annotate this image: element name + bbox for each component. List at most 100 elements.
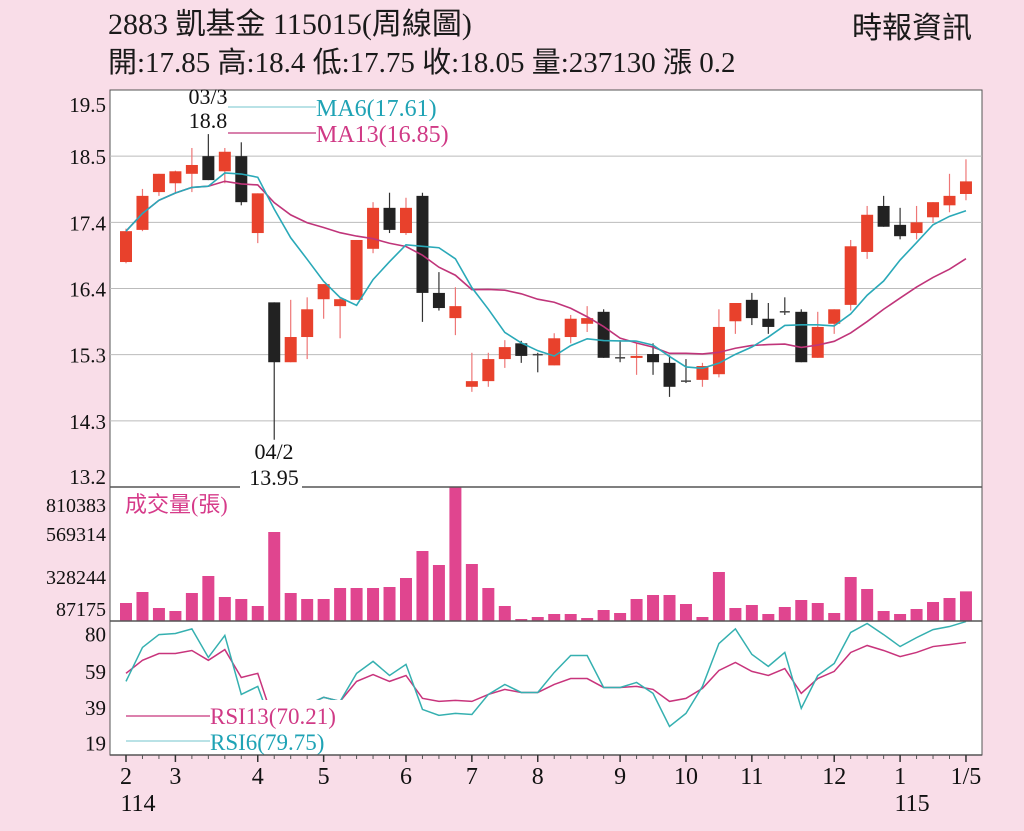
volume-bar — [185, 593, 198, 621]
rsi-tick-label: 39 — [85, 696, 106, 720]
volume-bar — [614, 613, 627, 621]
volume-bar — [729, 608, 742, 621]
source-label: 時報資訊 — [852, 12, 972, 45]
rsi-axis: 80 59 39 19 — [85, 623, 106, 756]
year-label: 115 — [895, 791, 930, 817]
rsi-tick-label: 19 — [85, 731, 106, 755]
candle-body — [498, 347, 511, 360]
price-tick-label: 19.5 — [69, 93, 106, 117]
candle-body — [416, 195, 429, 293]
candle-body — [515, 343, 528, 356]
volume-bar — [317, 599, 330, 621]
month-label: 1 — [894, 764, 906, 790]
month-label: 12 — [822, 764, 846, 790]
moving-averages — [125, 172, 967, 370]
volume-bar — [218, 597, 231, 621]
candle-body — [218, 151, 231, 172]
volume-bar — [795, 600, 808, 621]
candle-body — [943, 195, 956, 206]
rsi-tick-label: 80 — [85, 623, 106, 647]
candle-body — [894, 224, 907, 237]
volume-bar — [268, 532, 281, 621]
candle-body — [383, 207, 396, 230]
month-label: 10 — [674, 764, 698, 790]
volume-tick-label: 328244 — [46, 567, 106, 589]
candle-body — [334, 299, 347, 307]
volume-bar — [861, 589, 874, 621]
volume-bar — [745, 605, 758, 621]
volume-bar — [564, 614, 577, 621]
volume-bar — [894, 614, 907, 621]
volume-bar — [531, 617, 544, 621]
low-label-bg — [240, 462, 302, 488]
volume-axis: 810383 569314 328244 87175 — [46, 495, 106, 621]
candle-body — [844, 246, 857, 305]
month-label: 8 — [532, 764, 544, 790]
candle-body — [663, 362, 676, 387]
candle-body — [729, 302, 742, 322]
volume-bar — [647, 595, 660, 621]
volume-bar — [811, 603, 824, 621]
volume-bar — [169, 611, 182, 621]
low-date-label: 04/2 — [254, 439, 293, 464]
low-value-label: 13.95 — [249, 465, 299, 490]
volume-bar — [251, 606, 264, 621]
price-tick-label: 14.3 — [69, 410, 106, 434]
candle-body — [811, 326, 824, 358]
month-label: 5 — [318, 764, 330, 790]
candle-body — [745, 299, 758, 319]
volume-bar — [235, 599, 248, 621]
month-label: 4 — [252, 764, 264, 790]
price-tick-label: 18.5 — [69, 145, 106, 169]
month-label: 1/5 — [951, 764, 982, 790]
candle-body — [927, 202, 940, 218]
ohlc-stats: 開:17.85 高:18.4 低:17.75 收:18.05 量:237130 … — [108, 47, 736, 79]
volume-bar — [927, 602, 940, 621]
candle-body — [828, 309, 841, 324]
chart-title: 2883 凱基金 115015(周線圖) — [108, 8, 472, 41]
volume-tick-label: 87175 — [56, 599, 106, 621]
volume-bar — [120, 603, 132, 621]
volume-tick-label: 569314 — [46, 524, 106, 546]
volume-bar — [284, 593, 297, 621]
candle-body — [169, 171, 182, 184]
month-label: 6 — [400, 764, 412, 790]
volume-bars — [120, 487, 972, 621]
volume-bar — [778, 607, 791, 621]
volume-bar — [416, 551, 429, 621]
ma6-line — [125, 172, 967, 370]
volume-bar — [663, 595, 676, 621]
volume-tick-label: 810383 — [46, 495, 106, 517]
candle-body — [152, 173, 165, 193]
volume-bar — [301, 599, 314, 621]
candle-body — [564, 318, 577, 338]
month-label: 3 — [169, 764, 181, 790]
month-label: 7 — [466, 764, 478, 790]
ma6-legend: MA6(17.61) — [316, 96, 437, 122]
candle-body — [251, 193, 264, 234]
candle-body — [959, 181, 972, 194]
candle-body — [317, 284, 330, 300]
volume-bar — [399, 578, 412, 621]
volume-bar — [679, 604, 692, 621]
candle-body — [185, 164, 198, 174]
candle-body — [696, 366, 709, 380]
candle-body — [647, 354, 660, 363]
candle-body — [202, 156, 215, 181]
volume-bar — [597, 610, 610, 621]
candle-body — [795, 311, 808, 363]
price-tick-label: 17.4 — [69, 211, 106, 235]
candle-body — [910, 222, 923, 234]
candle-body — [482, 359, 495, 382]
candle-body — [350, 239, 363, 300]
high-value-label: 18.8 — [189, 108, 228, 133]
candle-body — [120, 231, 132, 263]
volume-bar — [581, 618, 594, 621]
candle-body — [877, 205, 890, 227]
volume-bar — [762, 614, 775, 621]
volume-bar — [498, 606, 511, 621]
volume-bar — [465, 564, 478, 621]
candle-body — [432, 292, 445, 309]
